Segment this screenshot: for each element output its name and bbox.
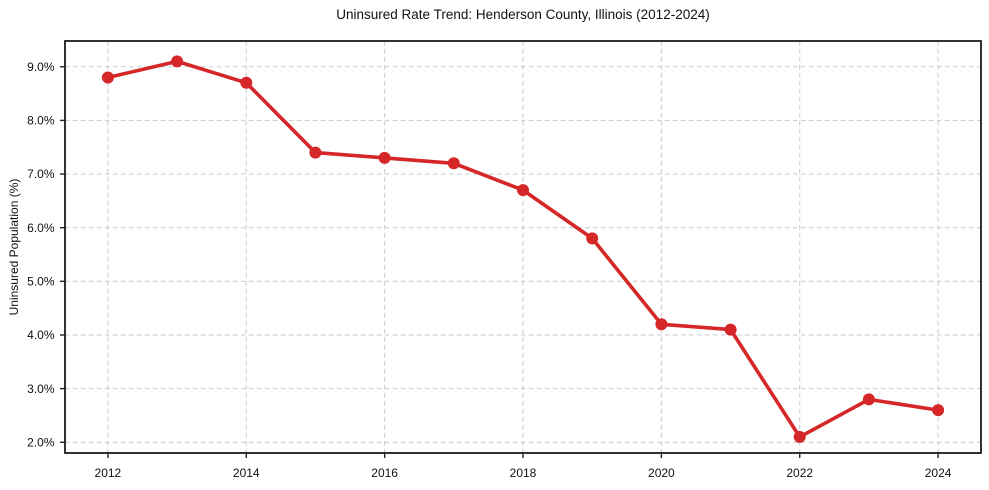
x-tick-label-2020: 2020 bbox=[648, 466, 675, 480]
data-point-2022 bbox=[793, 430, 806, 443]
data-point-2021 bbox=[724, 323, 737, 336]
data-point-2017 bbox=[447, 157, 460, 170]
y-tick-label-8: 8.0% bbox=[27, 114, 55, 128]
y-tick-label-6: 6.0% bbox=[27, 221, 55, 235]
x-tick-label-2024: 2024 bbox=[925, 466, 952, 480]
x-tick-label-2018: 2018 bbox=[510, 466, 537, 480]
y-tick-label-9: 9.0% bbox=[27, 60, 55, 74]
x-tick-label-2016: 2016 bbox=[371, 466, 398, 480]
data-point-2024 bbox=[932, 404, 945, 417]
data-point-2020 bbox=[655, 318, 668, 331]
y-tick-label-7: 7.0% bbox=[27, 167, 55, 181]
y-tick-label-3: 3.0% bbox=[27, 382, 55, 396]
x-tick-label-2022: 2022 bbox=[786, 466, 813, 480]
plot-background bbox=[65, 41, 981, 453]
data-point-2016 bbox=[378, 151, 391, 164]
chart-title: Uninsured Rate Trend: Henderson County, … bbox=[336, 7, 710, 22]
y-tick-label-5: 5.0% bbox=[27, 275, 55, 289]
x-tick-label-2012: 2012 bbox=[95, 466, 122, 480]
y-tick-label-2: 2.0% bbox=[27, 435, 55, 449]
data-point-2013 bbox=[171, 55, 184, 68]
y-tick-label-4: 4.0% bbox=[27, 328, 55, 342]
data-point-2023 bbox=[862, 393, 875, 406]
x-tick-label-2014: 2014 bbox=[233, 466, 260, 480]
data-point-2019 bbox=[586, 232, 599, 245]
data-point-2014 bbox=[240, 76, 253, 89]
data-point-2012 bbox=[101, 71, 114, 84]
data-point-2015 bbox=[309, 146, 322, 159]
data-point-2018 bbox=[517, 184, 529, 197]
